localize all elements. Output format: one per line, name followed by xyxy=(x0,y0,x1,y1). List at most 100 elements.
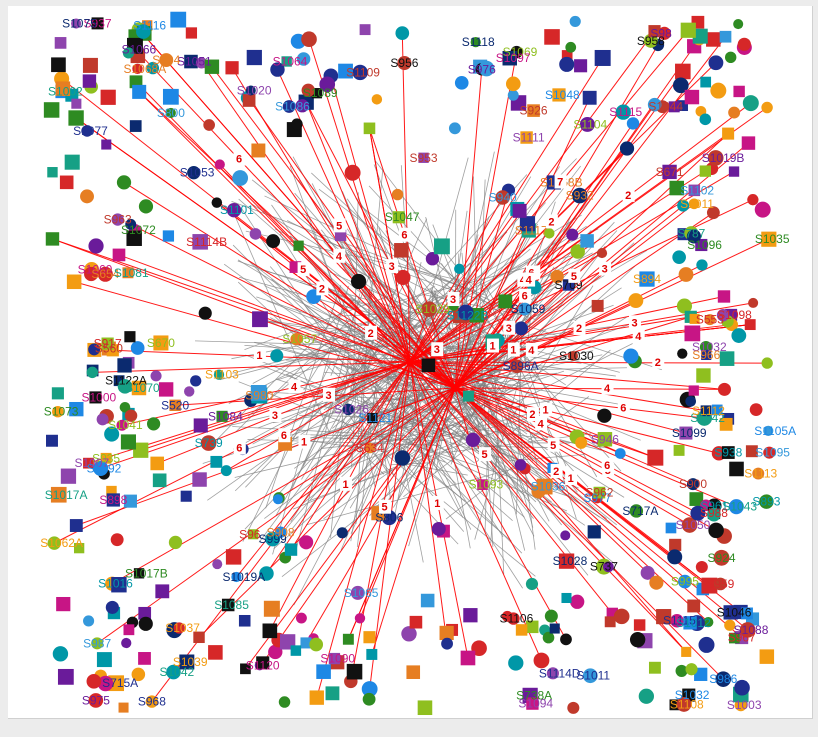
graph-node-circle[interactable] xyxy=(715,671,732,687)
graph-node-circle[interactable] xyxy=(301,31,317,48)
node-label[interactable]: S893 xyxy=(752,495,780,509)
hub-edge[interactable] xyxy=(305,101,456,389)
graph-node-circle[interactable] xyxy=(421,301,437,317)
graph-node-circle[interactable] xyxy=(733,18,744,30)
node-label[interactable]: S1081 xyxy=(114,266,149,280)
graph-node-square[interactable] xyxy=(460,650,476,666)
graph-node-circle[interactable] xyxy=(761,357,773,369)
graph-node-circle[interactable] xyxy=(696,259,708,271)
hub-edge[interactable] xyxy=(130,223,456,389)
graph-node-circle[interactable] xyxy=(559,56,575,72)
graph-node-square[interactable] xyxy=(689,313,700,324)
hub-edge[interactable] xyxy=(221,361,411,417)
node-label[interactable]: S1073 xyxy=(44,405,79,419)
node-label[interactable]: S980 xyxy=(245,389,273,403)
graph-node-circle[interactable] xyxy=(448,122,461,135)
hub-edge[interactable] xyxy=(140,361,411,451)
graph-node-square[interactable] xyxy=(246,49,262,66)
graph-node-square[interactable] xyxy=(701,349,712,361)
hub-edge[interactable] xyxy=(409,361,448,644)
graph-node-circle[interactable] xyxy=(166,664,181,680)
graph-node-square[interactable] xyxy=(248,529,259,540)
hub-edge[interactable] xyxy=(211,66,456,389)
node-label[interactable]: S1032 xyxy=(692,340,727,354)
graph-node-circle[interactable] xyxy=(640,565,655,580)
graph-node-circle[interactable] xyxy=(713,577,727,591)
graph-node-circle[interactable] xyxy=(565,41,577,53)
hub-edge[interactable] xyxy=(358,281,456,389)
graph-node-circle[interactable] xyxy=(145,695,159,708)
graph-node-square[interactable] xyxy=(580,234,594,248)
graph-node-square[interactable] xyxy=(688,385,699,396)
node-label[interactable]: S1016 xyxy=(98,577,133,591)
graph-node-circle[interactable] xyxy=(213,369,225,380)
node-label[interactable]: S1000 xyxy=(81,390,116,404)
hub-edge[interactable] xyxy=(454,212,714,389)
hub-edge[interactable] xyxy=(198,387,456,638)
graph-node-square[interactable] xyxy=(123,624,135,636)
graph-node-square[interactable] xyxy=(729,461,744,477)
graph-node-circle[interactable] xyxy=(173,622,185,634)
hub-edge[interactable] xyxy=(454,387,720,454)
graph-node-circle[interactable] xyxy=(226,203,242,218)
node-label[interactable]: S520 xyxy=(161,398,189,412)
hub-edge[interactable] xyxy=(247,97,456,389)
graph-node-circle[interactable] xyxy=(603,561,614,573)
hub-edge[interactable] xyxy=(350,361,411,682)
graph-node-circle[interactable] xyxy=(97,266,113,282)
graph-node-square[interactable] xyxy=(648,25,661,38)
graph-node-square[interactable] xyxy=(242,94,256,107)
graph-node-square[interactable] xyxy=(741,607,753,620)
graph-node-circle[interactable] xyxy=(342,403,354,416)
hub-edge[interactable] xyxy=(74,281,456,389)
graph-node-square[interactable] xyxy=(591,299,604,312)
graph-node-square[interactable] xyxy=(733,85,745,98)
node-label[interactable]: S1116 xyxy=(133,18,166,32)
graph-node-square[interactable] xyxy=(126,230,142,246)
hub-node[interactable] xyxy=(406,358,414,366)
graph-node-square[interactable] xyxy=(112,248,126,262)
node-label[interactable]: S1059 xyxy=(511,302,546,316)
hub-edge[interactable] xyxy=(371,387,456,655)
graph-node-circle[interactable] xyxy=(266,234,281,249)
graph-node-square[interactable] xyxy=(520,131,533,144)
graph-node-square[interactable] xyxy=(669,538,682,551)
graph-node-square[interactable] xyxy=(363,631,376,644)
node-label[interactable]: S1112 xyxy=(692,404,725,418)
graph-node-square[interactable] xyxy=(552,88,566,102)
graph-node-square[interactable] xyxy=(204,59,220,74)
graph-node-circle[interactable] xyxy=(667,549,683,565)
graph-node-square[interactable] xyxy=(420,593,435,608)
graph-node-circle[interactable] xyxy=(716,309,730,322)
graph-node-square[interactable] xyxy=(745,445,758,458)
node-label[interactable]: S1048 xyxy=(545,88,580,102)
graph-node-circle[interactable] xyxy=(710,82,727,99)
graph-node-square[interactable] xyxy=(51,57,66,73)
graph-node-square[interactable] xyxy=(128,29,140,41)
node-label[interactable]: S800 xyxy=(157,106,185,120)
graph-node-square[interactable] xyxy=(71,98,82,109)
graph-node-square[interactable] xyxy=(662,164,677,180)
graph-node-circle[interactable] xyxy=(579,116,595,132)
graph-node-square[interactable] xyxy=(133,568,145,579)
graph-node-circle[interactable] xyxy=(731,328,747,343)
graph-node-circle[interactable] xyxy=(457,304,474,321)
graph-node-square[interactable] xyxy=(594,49,611,66)
graph-node-square[interactable] xyxy=(138,652,151,665)
hub-edge[interactable] xyxy=(454,387,687,653)
node-label[interactable]: S1070 xyxy=(125,381,160,395)
node-label[interactable]: S1060 xyxy=(78,262,113,276)
graph-node-square[interactable] xyxy=(462,390,474,402)
node-label[interactable]: S670 xyxy=(147,336,175,350)
graph-node-circle[interactable] xyxy=(525,577,539,591)
graph-node-square[interactable] xyxy=(82,74,97,88)
graph-node-square[interactable] xyxy=(284,543,298,556)
graph-node-square[interactable] xyxy=(673,444,685,456)
graph-node-circle[interactable] xyxy=(582,668,598,684)
graph-node-square[interactable] xyxy=(281,56,292,67)
node-label[interactable]: S935 xyxy=(92,451,120,465)
graph-node-square[interactable] xyxy=(519,216,536,232)
graph-node-square[interactable] xyxy=(502,51,517,66)
node-label[interactable]: S1113 xyxy=(744,467,777,481)
graph-node-circle[interactable] xyxy=(138,199,154,214)
